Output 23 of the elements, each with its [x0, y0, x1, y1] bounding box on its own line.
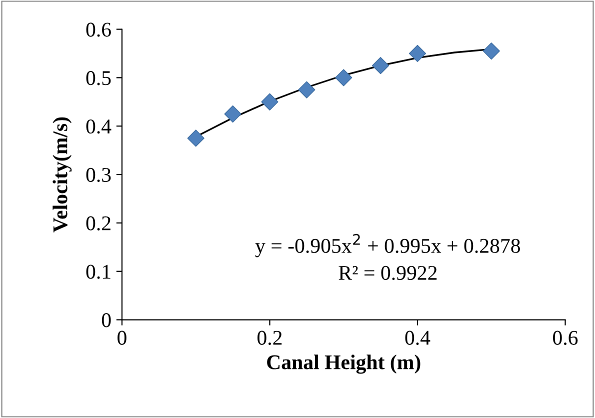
point — [298, 81, 316, 98]
point — [224, 105, 242, 123]
y-tick-label: 0 — [102, 313, 111, 328]
point — [261, 93, 278, 110]
x-tick-label: 0.4 — [405, 330, 430, 345]
annotation: R² = 0.9922 — [338, 266, 437, 280]
point — [187, 130, 204, 147]
y-axis-title: Velocity(m/s) — [52, 117, 72, 232]
x-axis-title: Canal Height (m) — [267, 354, 420, 374]
point — [372, 57, 390, 74]
y-tick-label: 0.3 — [86, 168, 111, 182]
y-tick-label: 0.6 — [86, 22, 111, 37]
point — [482, 42, 500, 60]
y-tick-label: 0.2 — [86, 216, 110, 230]
annotation: y = -0.905x$^{2}$ + 0.995x + 0.2878 — [255, 234, 520, 258]
x-tick-label: 0.6 — [553, 330, 578, 345]
point — [335, 69, 352, 86]
y-tick-label: 0.5 — [86, 71, 111, 86]
x-tick-label: 0 — [118, 330, 126, 345]
point — [408, 44, 426, 62]
y-tick-label: 0.4 — [86, 119, 112, 134]
y-tick-label: 0.1 — [86, 264, 110, 279]
x-tick-label: 0.2 — [258, 330, 282, 345]
